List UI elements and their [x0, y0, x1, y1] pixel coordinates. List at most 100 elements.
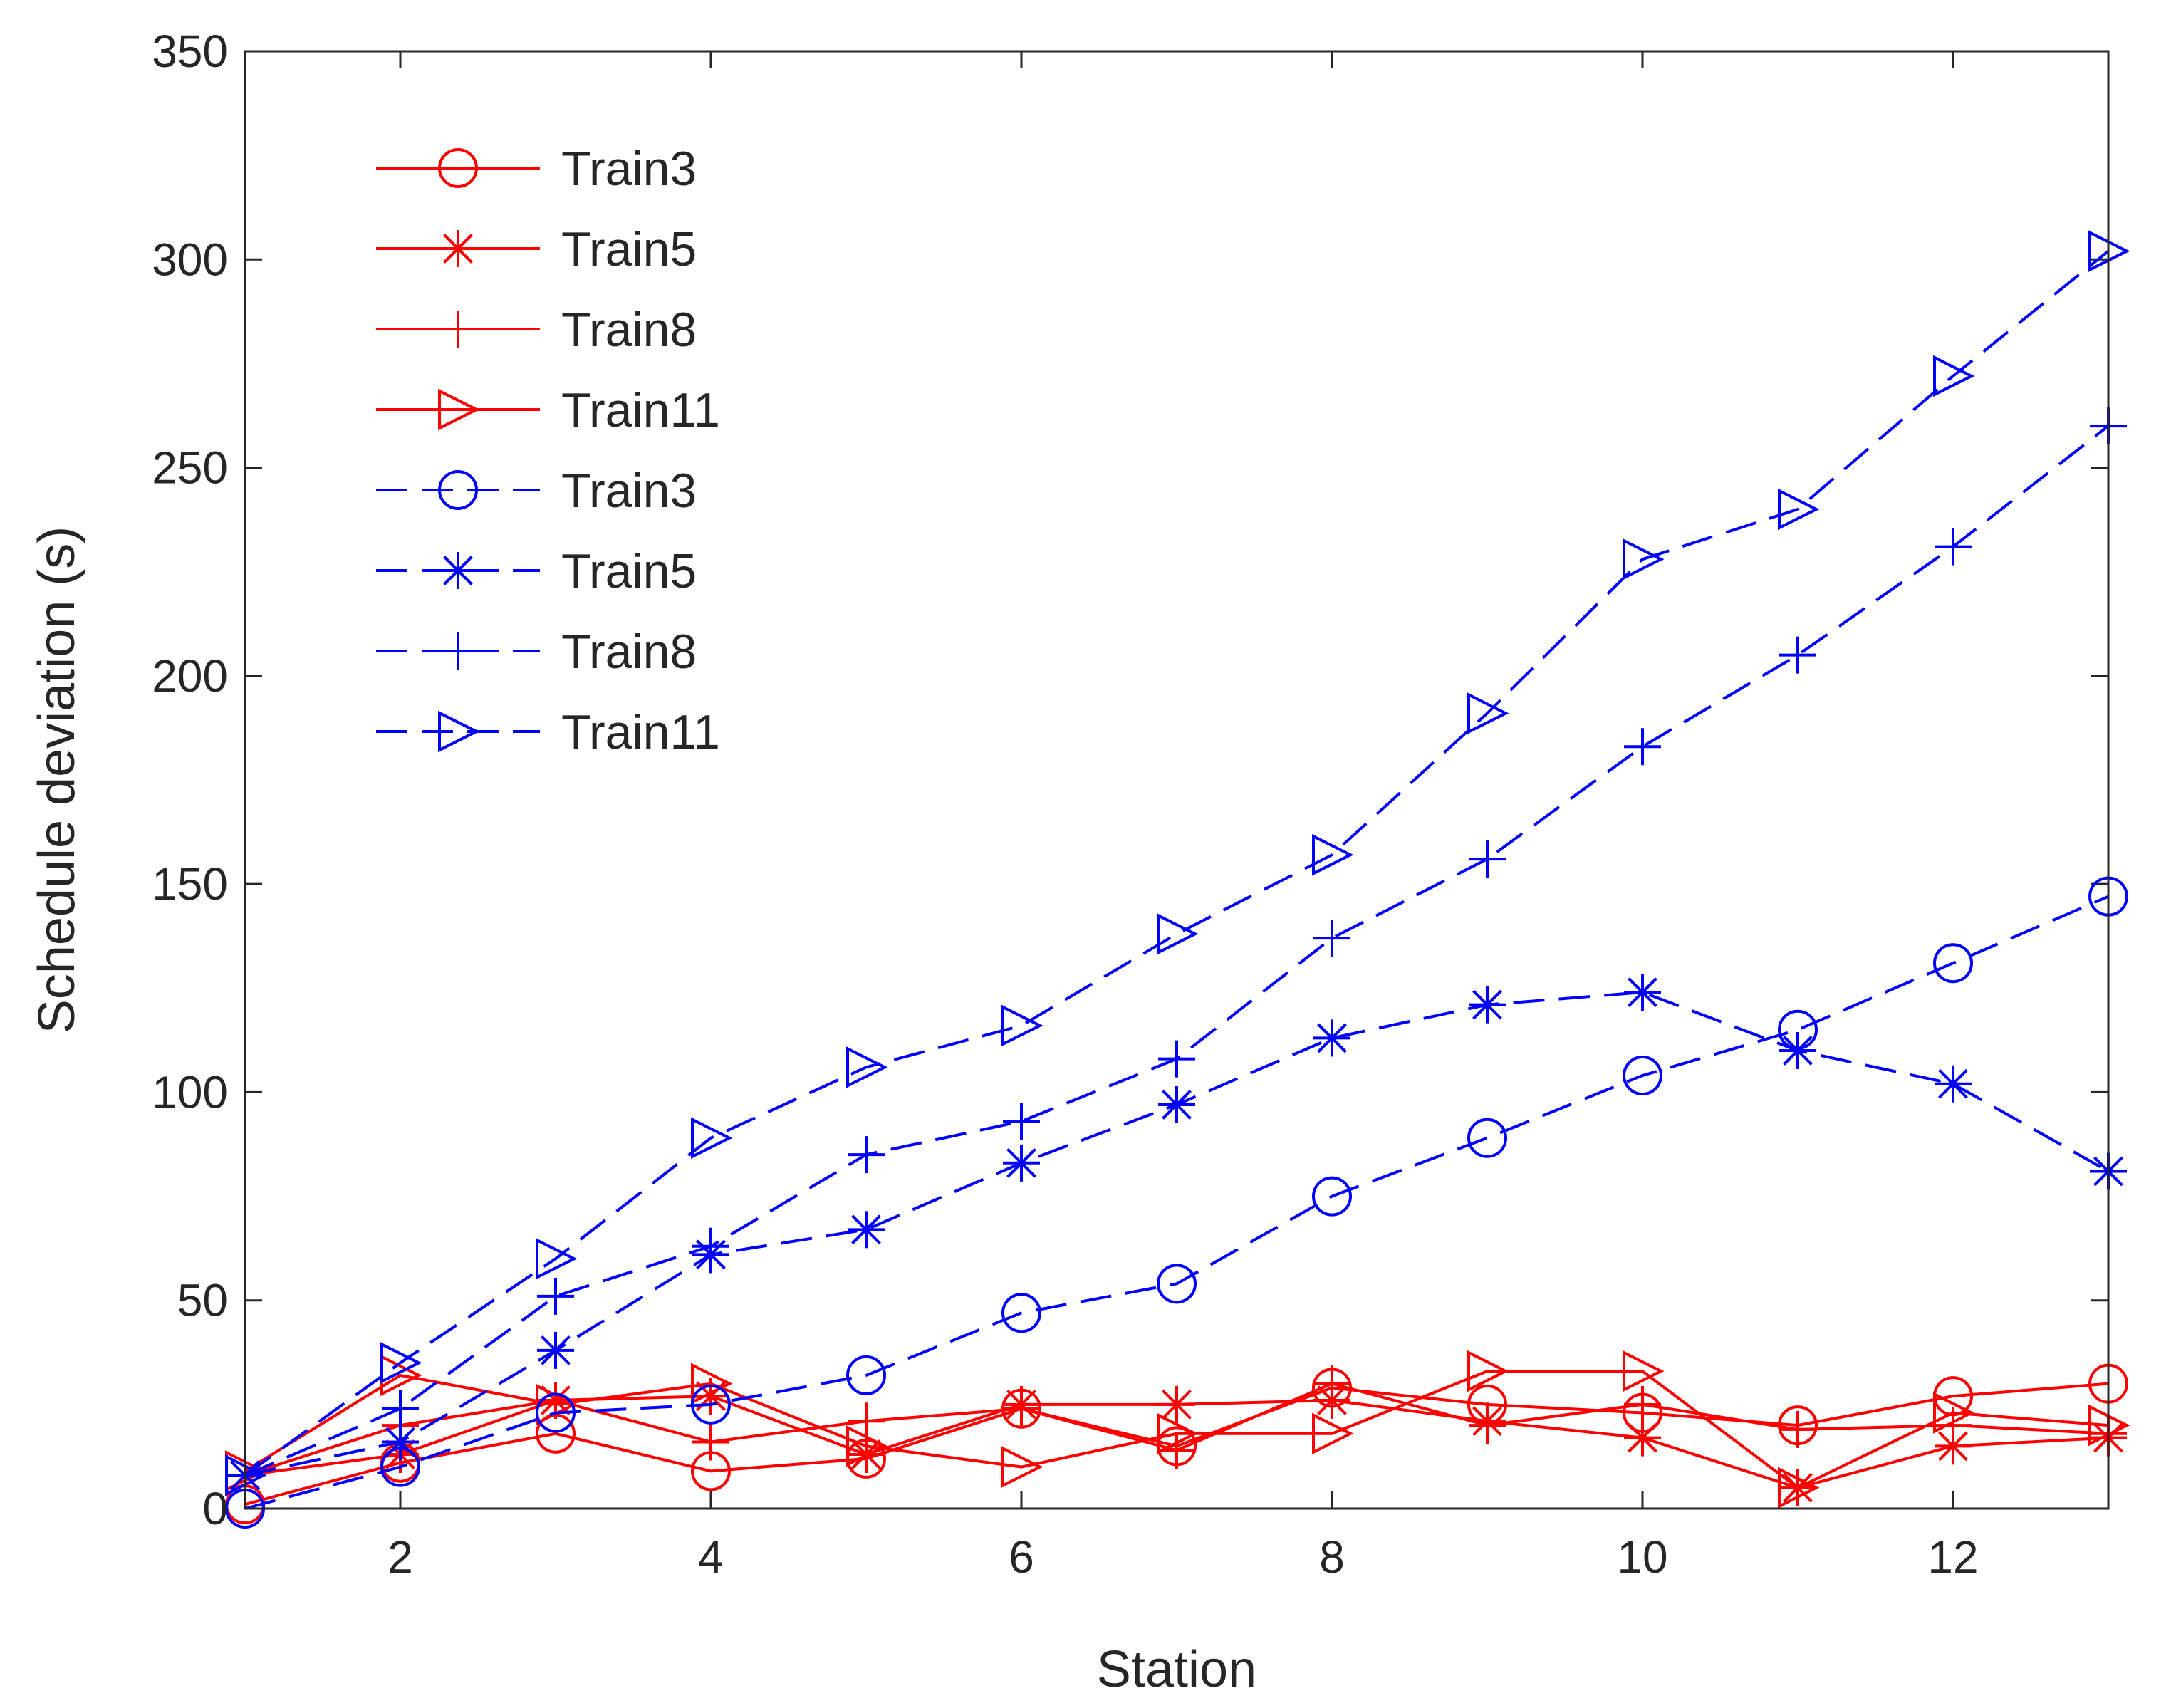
legend-label: Train11 — [561, 383, 720, 437]
data-point — [1623, 538, 1665, 580]
data-point — [846, 1355, 886, 1395]
data-point — [691, 1384, 731, 1425]
x-tick-label: 6 — [1009, 1531, 1034, 1583]
data-point — [1157, 1264, 1197, 1304]
legend-label: Train5 — [561, 222, 697, 276]
data-point — [1312, 1412, 1354, 1455]
data-point — [1001, 1004, 1043, 1047]
series-6-train8 — [227, 407, 2127, 1494]
legend-marker — [439, 632, 477, 670]
data-point — [537, 1277, 574, 1315]
data-point — [1467, 692, 1509, 734]
legend-marker — [438, 388, 480, 431]
x-tick-label: 10 — [1617, 1531, 1667, 1583]
data-point — [1157, 1412, 1199, 1455]
data-point — [1935, 1065, 1972, 1103]
legend-marker — [439, 230, 477, 267]
data-point — [536, 1392, 576, 1433]
y-tick-label: 300 — [152, 234, 228, 285]
legend-item: Train3 — [376, 142, 697, 196]
x-tick-label: 2 — [387, 1531, 413, 1583]
series-line — [244, 895, 2109, 1510]
data-point — [1624, 728, 1661, 766]
data-point — [1469, 1407, 1506, 1444]
data-point — [1467, 1350, 1509, 1392]
data-point — [1312, 1176, 1352, 1217]
data-point — [1778, 488, 1820, 531]
x-tick-label: 12 — [1927, 1531, 1978, 1583]
legend: Train3 Train5 Train8 Train11 Train3 Train5 Tra… — [376, 142, 720, 759]
legend-item: Train5 — [376, 544, 697, 598]
data-point — [1313, 920, 1350, 957]
data-point — [1933, 1392, 1975, 1434]
data-point — [1158, 1385, 1195, 1423]
data-point — [1001, 1293, 1041, 1333]
data-point — [1779, 1410, 1816, 1448]
y-tick-label: 0 — [202, 1483, 228, 1534]
legend-marker — [439, 311, 477, 348]
legend-label: Train3 — [561, 464, 697, 518]
data-point — [691, 1117, 733, 1159]
legend-label: Train3 — [561, 142, 697, 196]
series-line — [244, 250, 2110, 1477]
legend-marker — [438, 470, 478, 510]
data-point — [1157, 913, 1199, 955]
data-point — [692, 1227, 729, 1265]
plot-frame — [244, 50, 2110, 1510]
data-point — [692, 1423, 729, 1461]
data-point — [1158, 1040, 1195, 1078]
data-point — [537, 1331, 574, 1369]
y-axis-label: Schedule deviation (s) — [28, 526, 85, 1033]
data-point — [1469, 840, 1506, 878]
data-point — [1779, 1031, 1816, 1069]
data-point — [382, 1390, 419, 1427]
data-point — [848, 1211, 885, 1249]
data-point — [1001, 1446, 1043, 1488]
legend-marker — [438, 148, 478, 188]
data-point — [1467, 1118, 1507, 1158]
data-point — [1779, 636, 1816, 674]
y-tick-label: 200 — [152, 650, 228, 702]
data-point — [846, 1046, 888, 1088]
y-tick-label: 350 — [152, 26, 228, 77]
data-point — [848, 1402, 885, 1440]
data-point — [1933, 355, 1975, 397]
data-point — [1624, 974, 1661, 1011]
data-point — [536, 1238, 578, 1280]
data-point — [1158, 1085, 1195, 1123]
y-tick-label: 250 — [152, 442, 228, 494]
legend-item: Train8 — [376, 625, 697, 679]
data-point — [1623, 1056, 1662, 1096]
data-point — [1313, 1019, 1350, 1057]
data-point — [1003, 1103, 1040, 1140]
tick-labels: 2 4 6 8 10 12 0 50 100 150 200 250 300 350 — [152, 26, 1978, 1583]
data-point — [1313, 1365, 1350, 1402]
legend-label: Train5 — [561, 544, 697, 598]
legend-item: Train11 — [376, 705, 720, 759]
legend-item: Train8 — [376, 303, 697, 357]
data-point — [846, 1425, 888, 1467]
data-point — [691, 1363, 733, 1405]
legend-item: Train3 — [376, 464, 697, 518]
x-tick-label: 4 — [698, 1531, 724, 1583]
legend-label: Train11 — [561, 705, 720, 759]
data-point — [1312, 833, 1354, 876]
data-point — [1469, 986, 1506, 1024]
y-tick-label: 150 — [152, 858, 228, 910]
series-line — [244, 1370, 2109, 1490]
data-point — [382, 1423, 419, 1461]
data-point — [1935, 528, 1972, 566]
data-point — [848, 1136, 885, 1174]
y-tick-label: 100 — [152, 1066, 228, 1118]
data-point — [380, 1342, 422, 1384]
legend-item: Train5 — [376, 222, 697, 276]
data-point — [1778, 1467, 1820, 1509]
x-axis-label: Station — [1097, 1641, 1256, 1698]
data-point — [1933, 943, 1973, 984]
plot-series — [225, 230, 2130, 1529]
x-tick-label: 8 — [1319, 1531, 1345, 1583]
data-point — [1003, 1390, 1040, 1427]
legend-item: Train11 — [376, 383, 720, 437]
data-point — [1624, 1385, 1661, 1423]
